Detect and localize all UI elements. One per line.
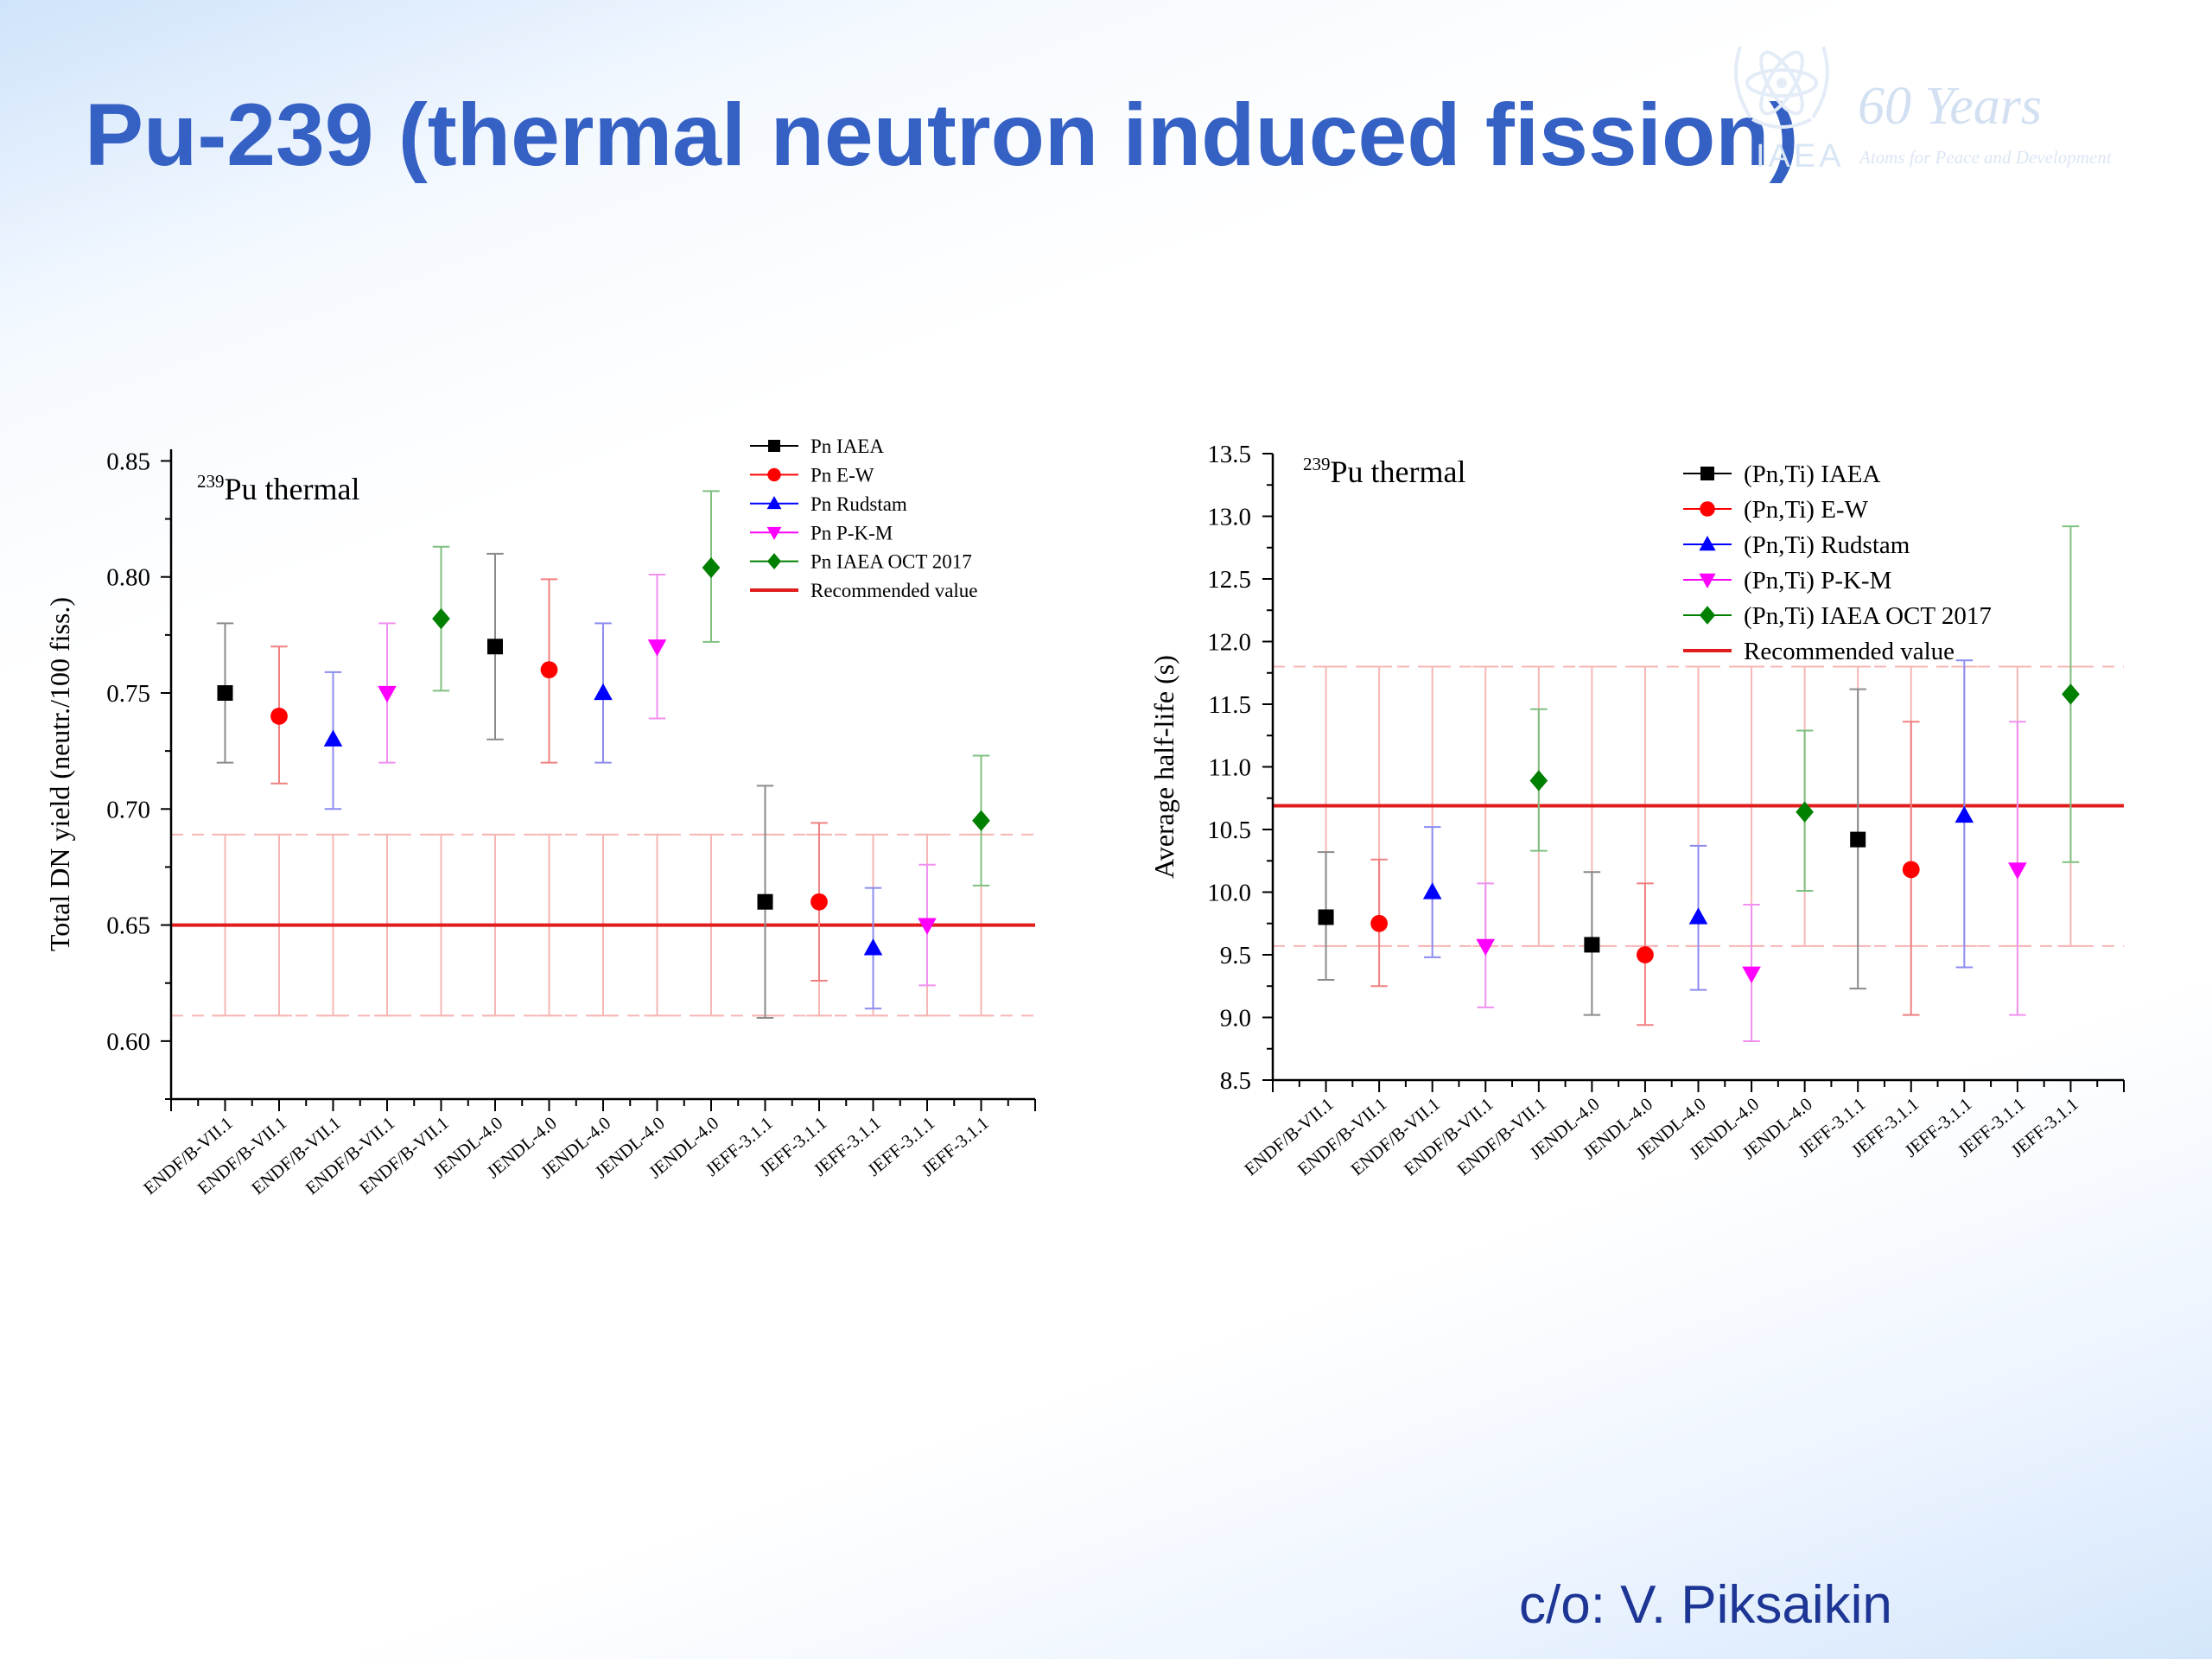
data-point xyxy=(432,607,450,630)
legend-swatch-marker xyxy=(1699,573,1716,588)
y-axis-label: Total DN yield (neutr./100 fiss.) xyxy=(44,597,75,951)
data-point xyxy=(1422,882,1442,899)
data-point xyxy=(1902,861,1920,879)
data-point xyxy=(1637,946,1654,963)
y-tick-label: 13.0 xyxy=(1207,504,1251,531)
data-point xyxy=(487,639,503,655)
data-point xyxy=(2008,862,2027,880)
legend-label: (Pn,Ti) IAEA OCT 2017 xyxy=(1744,602,1992,630)
data-point xyxy=(270,707,288,725)
y-axis-label: Average half-life (s) xyxy=(1148,655,1179,879)
y-tick-label: 0.75 xyxy=(106,680,150,708)
data-point xyxy=(323,729,343,747)
half-life-chart: 8.5 9.0 9.5 10.0 10.5 11.0 11.5 12.0 12.5 13.0 13.… xyxy=(1148,441,2125,1179)
y-tick-label: 10.5 xyxy=(1207,817,1251,844)
legend-swatch-marker xyxy=(766,526,782,540)
y-tick-label: 11.5 xyxy=(1208,691,1251,719)
data-point xyxy=(1796,801,1814,823)
legend-label: Pn P-K-M xyxy=(810,522,893,543)
y-tick-label: 0.85 xyxy=(106,448,150,475)
legend-label: (Pn,Ti) P-K-M xyxy=(1744,567,1891,594)
iaea-logo: IAEA 60 Years Atoms for Peace and Develo… xyxy=(1719,26,2186,181)
legend-swatch-marker xyxy=(1700,467,1714,480)
legend-label: Pn IAEA OCT 2017 xyxy=(810,551,972,573)
legend-swatch-marker xyxy=(1699,536,1716,551)
data-point xyxy=(594,683,613,701)
y-tick-label: 0.60 xyxy=(106,1028,150,1056)
data-point xyxy=(1688,907,1708,925)
y-tick-label: 0.70 xyxy=(106,796,150,823)
legend-label: Recommended value xyxy=(810,580,978,601)
legend-label: Pn E-W xyxy=(810,464,874,486)
annotation-main: Pu thermal xyxy=(225,472,360,506)
y-tick-label: 12.0 xyxy=(1207,629,1251,657)
data-point xyxy=(1318,909,1334,925)
legend-label: (Pn,Ti) E-W xyxy=(1744,496,1869,524)
atom-emblem-icon xyxy=(1734,46,1829,129)
data-point xyxy=(1584,937,1600,953)
annotation-main: Pu thermal xyxy=(1331,454,1466,489)
page-title: Pu-239 (thermal neutron induced fission) xyxy=(85,86,1799,184)
data-point xyxy=(540,661,558,679)
legend-swatch-marker xyxy=(1699,606,1716,625)
credit-text: c/o: V. Piksaikin xyxy=(1519,1575,1892,1635)
y-tick-label: 11.0 xyxy=(1208,754,1251,782)
legend-swatch-marker xyxy=(768,440,780,452)
chart-annotation: 239Pu thermal xyxy=(1303,454,1465,489)
legend-swatch-marker xyxy=(767,467,781,482)
legend-swatch-marker xyxy=(766,496,782,510)
logo-org: IAEA xyxy=(1756,138,1845,175)
y-tick-label: 12.5 xyxy=(1207,566,1251,594)
y-tick-label: 10.0 xyxy=(1207,880,1251,907)
annotation-superscript: 239 xyxy=(197,471,225,492)
y-tick-label: 9.5 xyxy=(1220,942,1251,969)
y-tick-label: 9.0 xyxy=(1220,1005,1251,1033)
data-point xyxy=(702,556,721,579)
data-point xyxy=(1955,805,1974,823)
data-point xyxy=(972,810,990,831)
data-point xyxy=(1850,831,1866,848)
data-point xyxy=(1476,938,1496,957)
x-category-label: ENDF/B-VII.1 xyxy=(1240,1093,1337,1179)
data-point xyxy=(2062,683,2080,705)
logo-years: 60 Years xyxy=(1858,77,2043,136)
y-tick-label: 13.5 xyxy=(1207,441,1251,468)
annotation-superscript: 239 xyxy=(1303,454,1331,474)
legend-swatch-marker xyxy=(766,553,782,570)
legend-label: (Pn,Ti) IAEA xyxy=(1744,461,1881,488)
data-point xyxy=(1529,770,1548,791)
legend-label: Pn Rudstam xyxy=(810,493,907,515)
data-point xyxy=(647,639,667,657)
legend-label: Recommended value xyxy=(1744,638,1955,665)
logo-tagline: Atoms for Peace and Development xyxy=(1859,147,2112,168)
y-tick-label: 0.65 xyxy=(106,912,150,940)
data-point xyxy=(378,685,397,703)
data-point xyxy=(863,938,883,956)
y-tick-label: 8.5 xyxy=(1220,1067,1251,1095)
data-point xyxy=(1370,914,1389,932)
legend-swatch-marker xyxy=(1700,501,1715,517)
data-point xyxy=(757,893,773,910)
data-point xyxy=(810,893,828,911)
data-point xyxy=(1742,966,1761,983)
data-point xyxy=(217,685,233,701)
legend-label: (Pn,Ti) Rudstam xyxy=(1744,531,1910,559)
y-tick-label: 0.80 xyxy=(106,564,150,592)
chart-annotation: 239Pu thermal xyxy=(197,471,359,506)
legend-label: Pn IAEA xyxy=(810,435,884,457)
data-point xyxy=(918,918,937,935)
